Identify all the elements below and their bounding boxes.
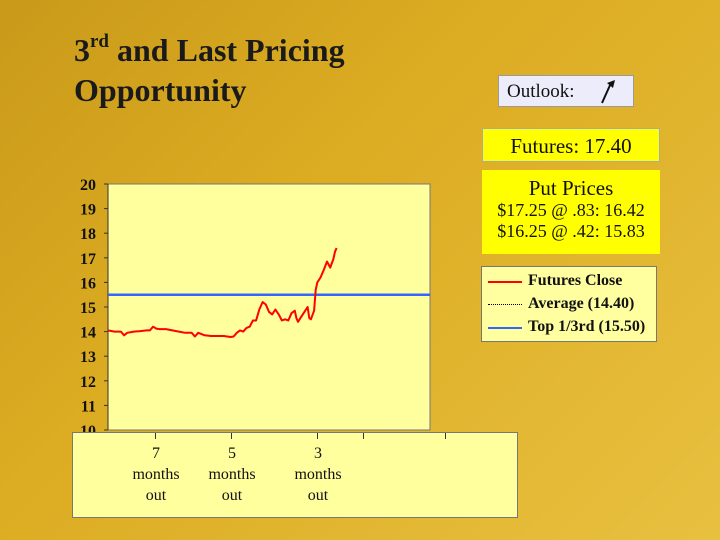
x-axis-tick [363,433,364,439]
x-tick-label-7-months: 7 months out [132,445,180,504]
y-tick-label: 19 [80,202,96,219]
outlook-label: Outlook: [507,81,575,102]
chart-legend: Futures Close Average (14.40) Top 1/3rd … [481,266,657,342]
up-arrow-icon [601,80,615,104]
title-line2: Opportunity [74,72,247,108]
legend-label-average: Average (14.40) [528,295,635,312]
x-axis-tick [231,433,232,439]
legend-swatch-futures-close [488,281,522,283]
title-superscript: rd [90,31,109,52]
legend-swatch-top-third [488,327,522,329]
x-axis-tick [445,433,446,439]
futures-price-text: Futures: 17.40 [510,134,632,158]
x-tick-label-3-months: 3 months out [294,445,342,504]
put-price-line-2: $16.25 @ .42: 15.83 [497,221,645,241]
put-price-line-1: $17.25 @ .83: 16.42 [497,200,645,220]
outlook-box: Outlook: [498,75,634,107]
legend-item-top-third: Top 1/3rd (15.50) [488,318,658,338]
y-tick-label: 13 [80,349,96,366]
plot-area [107,183,431,431]
x-tick-label-5-months: 5 months out [208,445,256,504]
title-prefix: 3 [74,32,90,68]
legend-label-top-third: Top 1/3rd (15.50) [528,318,646,335]
y-tick-label: 15 [80,300,96,317]
futures-close-line [107,247,338,338]
x-axis-tick [317,433,318,439]
legend-swatch-average [488,304,522,305]
title-line1-rest: and Last Pricing [109,32,345,68]
put-prices-heading: Put Prices [528,176,614,200]
x-axis-tick [155,433,156,439]
y-tick-label: 14 [80,325,96,342]
legend-item-average: Average (14.40) [488,295,658,315]
y-tick-label: 12 [80,374,96,391]
y-tick-label: 17 [80,251,96,268]
y-tick-label: 11 [81,398,96,415]
legend-item-futures-close: Futures Close [488,272,658,292]
y-tick-label: 16 [80,275,96,292]
futures-price-box: Futures: 17.40 [482,128,660,162]
slide-title: 3rd and Last Pricing Opportunity [74,30,434,110]
put-prices-box: Put Prices $17.25 @ .83: 16.42 $16.25 @ … [482,170,660,254]
y-tick-label: 20 [80,177,96,194]
x-axis-label-box: 7 months out 5 months out 3 months out [72,432,518,518]
y-tick-label: 18 [80,226,96,243]
legend-label-futures-close: Futures Close [528,272,623,289]
